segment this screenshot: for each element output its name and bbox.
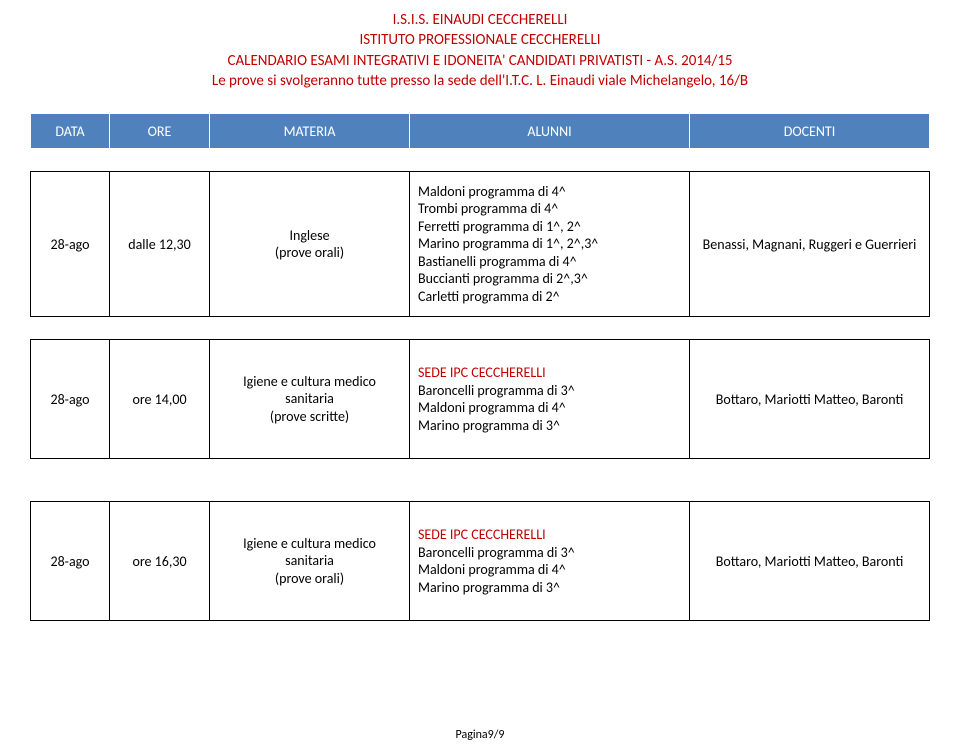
cell-alunni: Maldoni programma di 4^ Trombi programma… [410, 171, 690, 317]
alunni-line: Trombi programma di 4^ [418, 200, 598, 218]
alunni-line: Maldoni programma di 4^ [418, 399, 575, 417]
alunni-line: Marino programma di 1^, 2^,3^ [418, 235, 598, 253]
cell-data: 28-ago [30, 501, 110, 621]
materia-line: (prove orali) [275, 244, 344, 262]
alunni-line: Bastianelli programma di 4^ [418, 253, 598, 271]
cell-data: 28-ago [30, 171, 110, 317]
cell-docenti: Bottaro, Mariotti Matteo, Baronti [690, 501, 930, 621]
alunni-line: Marino programma di 3^ [418, 579, 575, 597]
cell-alunni: SEDE IPC CECCHERELLI Baroncelli programm… [410, 339, 690, 459]
alunni-line: Maldoni programma di 4^ [418, 561, 575, 579]
cell-ore: ore 14,00 [110, 339, 210, 459]
page-number: Pagina9/9 [0, 728, 960, 742]
table-row: 28-ago ore 16,30 Igiene e cultura medico… [30, 501, 930, 621]
alunni-sede: SEDE IPC CECCHERELLI [418, 364, 575, 382]
cell-materia: Igiene e cultura medico sanitaria (prove… [210, 501, 410, 621]
cell-alunni: SEDE IPC CECCHERELLI Baroncelli programm… [410, 501, 690, 621]
table-row: 28-ago dalle 12,30 Inglese (prove orali)… [30, 171, 930, 317]
col-header-docenti: DOCENTI [690, 113, 930, 149]
cell-materia: Inglese (prove orali) [210, 171, 410, 317]
table-row: 28-ago ore 14,00 Igiene e cultura medico… [30, 339, 930, 459]
materia-line: Inglese [275, 227, 344, 245]
materia-line: (prove scritte) [243, 408, 376, 426]
cell-materia: Igiene e cultura medico sanitaria (prove… [210, 339, 410, 459]
header-line-3: CALENDARIO ESAMI INTEGRATIVI E IDONEITA'… [30, 51, 930, 71]
header-line-4: Le prove si svolgeranno tutte presso la … [30, 71, 930, 91]
alunni-line: Carletti programma di 2^ [418, 288, 598, 306]
header-line-2: ISTITUTO PROFESSIONALE CECCHERELLI [30, 30, 930, 50]
alunni-line: Marino programma di 3^ [418, 417, 575, 435]
cell-ore: dalle 12,30 [110, 171, 210, 317]
cell-docenti: Benassi, Magnani, Ruggeri e Guerrieri [690, 171, 930, 317]
alunni-line: Baroncelli programma di 3^ [418, 544, 575, 562]
alunni-line: Maldoni programma di 4^ [418, 183, 598, 201]
header-line-1: I.S.I.S. EINAUDI CECCHERELLI [30, 10, 930, 30]
materia-line: (prove orali) [243, 570, 376, 588]
alunni-line: Ferretti programma di 1^, 2^ [418, 218, 598, 236]
table-header-row: DATA ORE MATERIA ALUNNI DOCENTI [30, 113, 930, 149]
col-header-materia: MATERIA [210, 113, 410, 149]
col-header-ore: ORE [110, 113, 210, 149]
cell-data: 28-ago [30, 339, 110, 459]
page-header: I.S.I.S. EINAUDI CECCHERELLI ISTITUTO PR… [30, 10, 930, 91]
col-header-data: DATA [30, 113, 110, 149]
alunni-sede: SEDE IPC CECCHERELLI [418, 526, 575, 544]
materia-line: sanitaria [243, 552, 376, 570]
col-header-alunni: ALUNNI [410, 113, 690, 149]
cell-docenti: Bottaro, Mariotti Matteo, Baronti [690, 339, 930, 459]
materia-line: sanitaria [243, 390, 376, 408]
materia-line: Igiene e cultura medico [243, 373, 376, 391]
alunni-line: Buccianti programma di 2^,3^ [418, 270, 598, 288]
materia-line: Igiene e cultura medico [243, 535, 376, 553]
schedule-table: DATA ORE MATERIA ALUNNI DOCENTI 28-ago d… [30, 113, 930, 621]
cell-ore: ore 16,30 [110, 501, 210, 621]
alunni-line: Baroncelli programma di 3^ [418, 382, 575, 400]
